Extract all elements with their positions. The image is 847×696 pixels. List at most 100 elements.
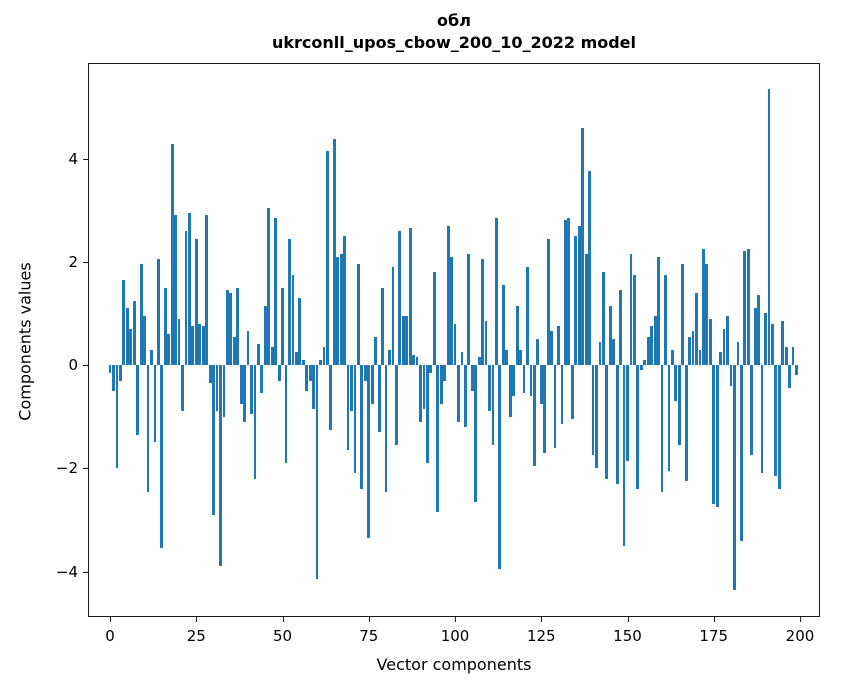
x-tick-label: 200 xyxy=(785,627,815,645)
bar xyxy=(394,365,398,446)
bar xyxy=(412,354,416,366)
y-tick xyxy=(83,158,88,160)
bar xyxy=(215,365,219,412)
bar xyxy=(408,228,412,366)
bar xyxy=(346,365,350,451)
y-tick-label: −4 xyxy=(55,562,78,581)
bar xyxy=(170,144,174,366)
bar xyxy=(177,318,181,366)
bar xyxy=(612,339,616,366)
bar xyxy=(281,287,284,366)
bar xyxy=(498,365,502,569)
bar xyxy=(212,365,215,515)
bar xyxy=(767,88,771,366)
bar xyxy=(432,272,436,366)
bar xyxy=(488,365,491,412)
bar xyxy=(526,266,529,366)
bar xyxy=(670,349,674,366)
bar xyxy=(363,365,367,381)
bar xyxy=(519,349,522,366)
bar xyxy=(132,300,136,366)
y-tick xyxy=(83,365,88,367)
bar xyxy=(695,292,698,366)
bar xyxy=(639,365,643,371)
x-tick xyxy=(110,617,112,622)
bar xyxy=(508,365,512,417)
bar xyxy=(788,365,792,389)
bar xyxy=(167,334,171,366)
bar xyxy=(529,365,533,396)
bar xyxy=(391,266,395,366)
bar xyxy=(567,217,571,366)
bar xyxy=(664,274,667,366)
bar xyxy=(722,328,726,366)
x-tick-label: 150 xyxy=(613,627,642,645)
bar xyxy=(532,365,536,466)
bar xyxy=(288,238,291,366)
bar xyxy=(143,315,146,366)
bar xyxy=(319,359,322,366)
bar xyxy=(774,365,778,477)
bar xyxy=(477,357,481,366)
x-tick-label: 100 xyxy=(440,627,470,645)
bar xyxy=(260,365,264,394)
bar xyxy=(419,365,422,422)
bar xyxy=(415,357,419,366)
x-tick-label: 75 xyxy=(359,627,379,645)
bar xyxy=(136,365,140,435)
bar xyxy=(615,365,619,484)
bar xyxy=(770,323,774,366)
bar xyxy=(198,323,202,366)
bar xyxy=(294,352,298,366)
bar xyxy=(450,256,453,366)
bar xyxy=(108,365,112,373)
bar xyxy=(512,365,516,396)
bar xyxy=(184,230,188,366)
bar xyxy=(688,336,691,366)
bar xyxy=(653,315,657,366)
bar xyxy=(546,238,550,366)
bar xyxy=(467,254,471,366)
bar xyxy=(291,274,295,366)
bar xyxy=(191,326,195,366)
bar xyxy=(750,365,754,456)
bar xyxy=(388,349,391,366)
bar xyxy=(253,365,257,479)
bar xyxy=(429,365,433,373)
bar xyxy=(491,365,495,446)
bar xyxy=(112,365,115,391)
bar xyxy=(250,365,253,415)
bar xyxy=(495,217,498,366)
bar xyxy=(757,295,760,366)
bar xyxy=(677,365,681,446)
bar xyxy=(574,235,578,366)
bar xyxy=(225,290,229,366)
bar xyxy=(601,272,605,366)
bar xyxy=(595,365,598,469)
bar xyxy=(139,264,143,366)
bar xyxy=(401,315,405,366)
chart-title: обл ukrconll_upos_cbow_200_10_2022 model xyxy=(88,10,820,53)
bar xyxy=(181,365,184,412)
bar xyxy=(539,365,543,404)
bar xyxy=(781,321,785,366)
bar xyxy=(698,349,702,366)
x-tick-label: 50 xyxy=(273,627,293,645)
bar xyxy=(353,365,357,474)
bar xyxy=(436,365,440,513)
bar xyxy=(581,127,585,366)
bar xyxy=(564,220,567,366)
bar xyxy=(684,365,688,482)
bar xyxy=(657,256,660,366)
bar xyxy=(619,290,622,366)
bar xyxy=(460,352,464,366)
bar xyxy=(691,331,695,366)
bar xyxy=(156,259,160,366)
bar xyxy=(633,274,636,366)
bar xyxy=(474,365,478,502)
bar xyxy=(743,251,747,366)
bar xyxy=(332,138,336,366)
bar xyxy=(336,256,340,366)
bar xyxy=(232,336,236,366)
bar xyxy=(188,212,191,366)
